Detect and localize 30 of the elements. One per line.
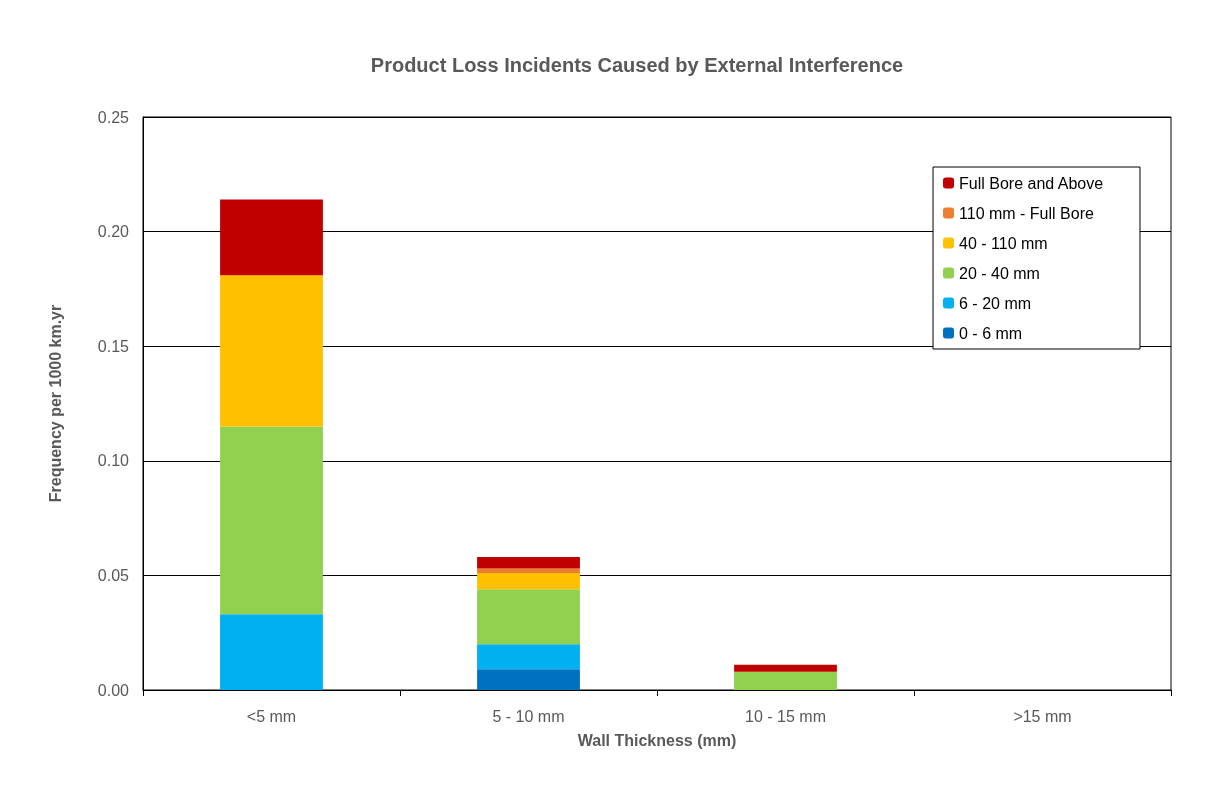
bar (477, 644, 580, 670)
legend-label: 0 - 6 mm (959, 324, 1023, 342)
legend-label: 6 - 20 mm (959, 294, 1032, 312)
y-axis-title: Frequency per 1000 km.yr (46, 304, 64, 503)
x-axis-title: Wall Thickness (mm) (577, 731, 737, 749)
bar (477, 557, 580, 569)
y-tick-label: 0.10 (97, 452, 130, 470)
y-tick-label: 0.15 (97, 337, 130, 355)
bar (477, 669, 580, 690)
legend-label: 110 mm - Full Bore (959, 204, 1094, 222)
x-tick-label: 5 - 10 mm (492, 707, 565, 725)
chart-title: Product Loss Incidents Caused by External Interference (370, 54, 904, 76)
legend-label: 20 - 40 mm (959, 264, 1040, 282)
bar (477, 589, 580, 645)
x-tick-label: 10 - 15 mm (745, 707, 826, 725)
x-tick-label: <5 mm (246, 707, 297, 725)
y-tick-label: 0.05 (97, 566, 130, 584)
y-tick-label: 0.20 (97, 223, 130, 241)
y-tick-label: 0.25 (97, 108, 130, 126)
bar (734, 664, 837, 672)
bar (734, 671, 837, 690)
bar (477, 573, 580, 590)
bar (220, 426, 323, 615)
x-tick-label: >15 mm (1013, 707, 1072, 725)
y-tick-label: 0.00 (97, 681, 130, 699)
legend-label: 40 - 110 mm (959, 234, 1048, 252)
legend-label: Full Bore and Above (959, 174, 1104, 192)
bar (220, 199, 323, 276)
bar (220, 275, 323, 427)
bar (220, 614, 323, 690)
